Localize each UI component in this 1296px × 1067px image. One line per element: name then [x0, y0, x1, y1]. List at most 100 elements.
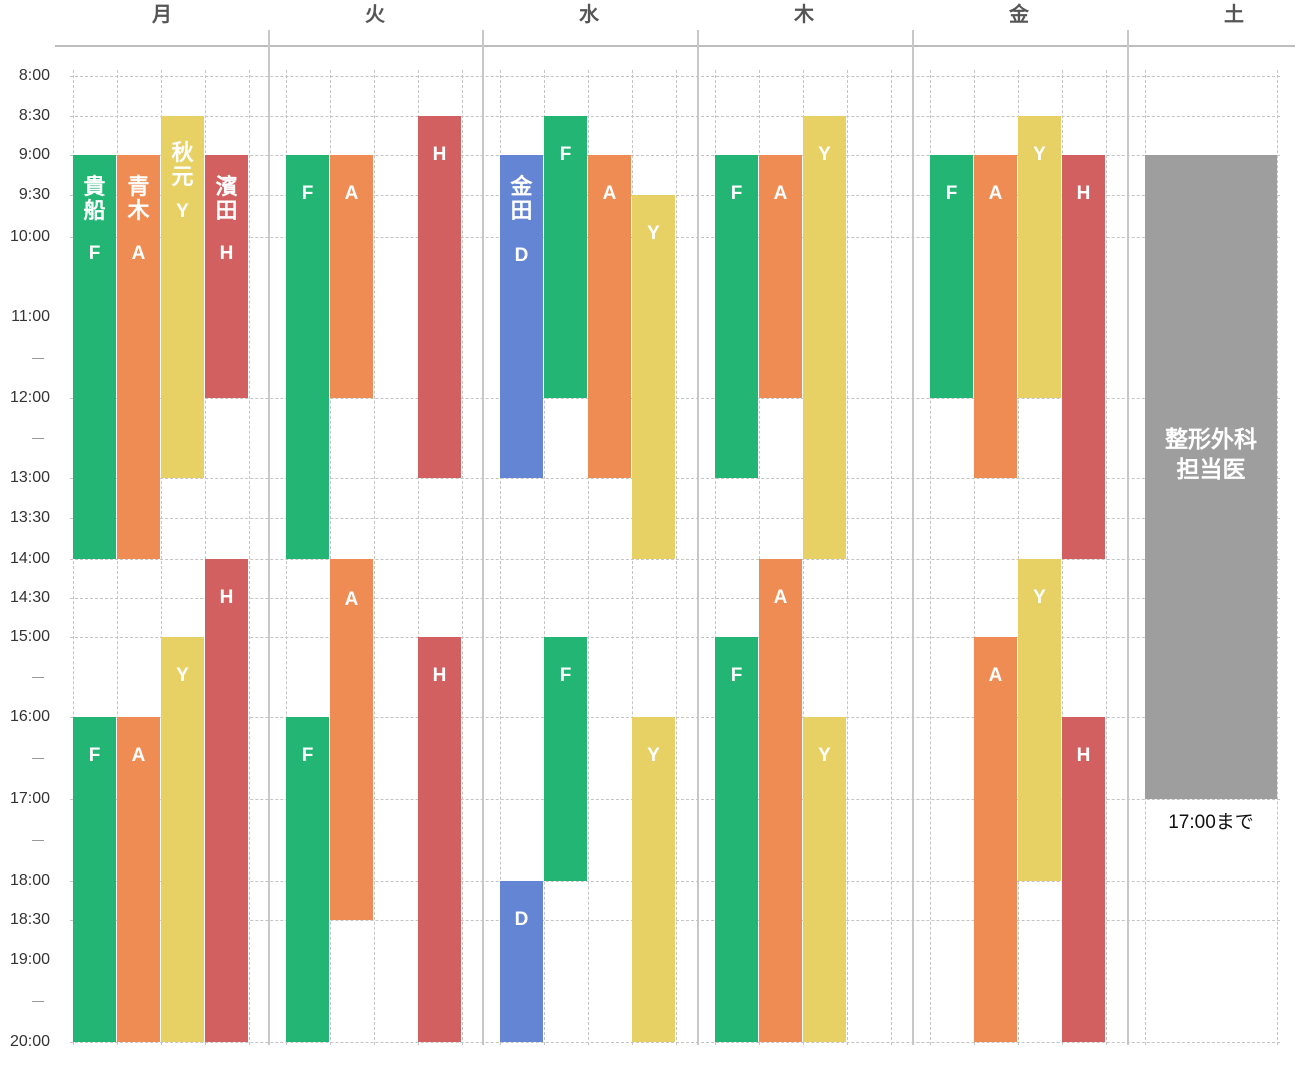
doctor-code: H [432, 144, 447, 165]
doctor-code: Y [1033, 587, 1046, 608]
time-label: 13:30 [9, 509, 50, 526]
doctor-name-char: 金 [510, 175, 533, 200]
grid-line [70, 116, 1280, 117]
schedule-bar: Y [632, 717, 675, 1042]
schedule-bar: H [205, 559, 248, 1042]
schedule-bar: H [418, 637, 461, 1042]
time-label: 19:00 [9, 951, 50, 968]
doctor-name-char: 木 [127, 199, 150, 224]
doctor-code: F [88, 243, 101, 264]
doctor-code: H [219, 587, 234, 608]
grid-line [70, 398, 1280, 399]
schedule-bar: F [715, 155, 758, 478]
lane-guide [847, 70, 848, 1045]
grid-line [70, 559, 1280, 560]
doctor-code: D [514, 909, 529, 930]
lane-guide [418, 70, 419, 1045]
time-tick [32, 840, 44, 841]
doctor-code: A [773, 183, 788, 204]
schedule-bar: Y [803, 116, 846, 559]
grid-line [70, 920, 1280, 921]
schedule-bar: A [588, 155, 631, 478]
saturday-block: 整形外科 担当医 [1145, 155, 1277, 799]
schedule-bar: D [500, 881, 543, 1042]
doctor-name-char: 貴 [83, 175, 106, 200]
lane-guide [1018, 70, 1019, 1045]
doctor-code: A [344, 183, 359, 204]
day-header: 火 [365, 4, 385, 26]
schedule-bar: F [930, 155, 973, 398]
schedule-bar: A [759, 559, 802, 1042]
doctor-name-char: 青 [127, 175, 150, 200]
time-label: 14:30 [9, 589, 50, 606]
lane-guide [676, 70, 677, 1045]
doctor-name-char: 秋 [171, 141, 194, 166]
time-label: 13:00 [9, 469, 50, 486]
time-tick [32, 358, 44, 359]
day-header: 月 [152, 4, 172, 26]
time-label: 8:30 [18, 107, 50, 124]
schedule-bar: F [544, 637, 587, 881]
schedule-bar: A [330, 559, 373, 920]
lane-guide [544, 70, 545, 1045]
doctor-code: F [559, 665, 572, 686]
doctor-code: H [1076, 183, 1091, 204]
doctor-code: Y [1033, 144, 1046, 165]
schedule-bar: F [715, 637, 758, 1042]
day-header: 木 [794, 4, 814, 26]
schedule-bar: F [544, 116, 587, 398]
grid-line [70, 478, 1280, 479]
schedule-bar: Y [161, 637, 204, 1042]
doctor-code: A [773, 587, 788, 608]
time-label: 18:30 [9, 911, 50, 928]
doctor-name-char: 元 [171, 165, 194, 190]
time-tick [32, 677, 44, 678]
schedule-bar: F [286, 717, 329, 1042]
schedule-bar: H [1062, 717, 1105, 1042]
day-separator [912, 30, 914, 1045]
schedule-bar: A [759, 155, 802, 398]
time-label: 15:00 [9, 628, 50, 645]
doctor-code: F [559, 144, 572, 165]
lane-guide [974, 70, 975, 1045]
day-separator [697, 30, 699, 1045]
time-label: 9:00 [18, 146, 50, 163]
lane-guide [205, 70, 206, 1045]
schedule-bar: A [117, 717, 160, 1042]
header-rule [55, 45, 1295, 47]
time-label: 12:00 [9, 389, 50, 406]
time-label: 11:00 [11, 308, 50, 325]
doctor-code: Y [176, 665, 189, 686]
grid-line [70, 598, 1280, 599]
time-label: 18:00 [9, 872, 50, 889]
lane-guide [891, 70, 892, 1045]
doctor-code: A [988, 183, 1003, 204]
doctor-code: A [131, 243, 146, 264]
lane-guide [374, 70, 375, 1045]
lane-guide [462, 70, 463, 1045]
saturday-note: 17:00まで [1168, 812, 1254, 833]
schedule-bar: A [974, 155, 1017, 478]
time-label: 17:00 [9, 790, 50, 807]
grid-line [70, 881, 1280, 882]
lane-guide [330, 70, 331, 1045]
schedule-bar: A [974, 637, 1017, 1042]
doctor-code: Y [647, 745, 660, 766]
doctor-code: F [88, 745, 101, 766]
doctor-code: F [730, 665, 743, 686]
doctor-code: H [432, 665, 447, 686]
schedule-bar: H [418, 116, 461, 478]
doctor-code: Y [647, 223, 660, 244]
lane-guide [161, 70, 162, 1045]
day-separator [268, 30, 270, 1045]
doctor-code: Y [176, 201, 189, 222]
schedule-bar: F [286, 155, 329, 559]
schedule-bar: Y [803, 717, 846, 1042]
lane-guide [1277, 70, 1278, 1045]
schedule-bar: H [1062, 155, 1105, 559]
